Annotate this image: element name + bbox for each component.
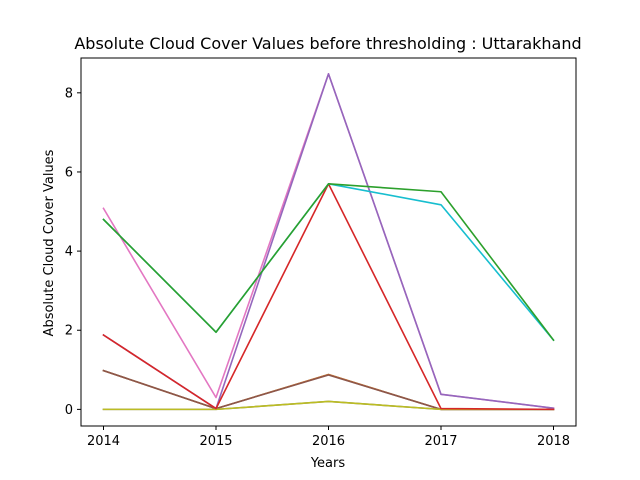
y-tick-label: 2 [65,324,73,339]
x-tick-label: 2015 [199,434,232,449]
series-layer [102,73,555,411]
x-tick-label: 2018 [537,434,570,449]
x-tick-label: 2014 [87,434,120,449]
plot-frame [80,57,577,427]
x-tick-label: 2016 [312,434,345,449]
x-tick-label: 2017 [424,434,457,449]
y-axis-ticks: 0 2 4 6 8 [65,86,81,418]
chart-title: Absolute Cloud Cover Values before thres… [74,34,581,53]
y-tick-label: 0 [65,403,73,418]
series-line-10 [102,183,555,342]
x-axis-label: Years [310,456,346,471]
y-tick-label: 8 [65,86,73,101]
y-axis-label: Absolute Cloud Cover Values [42,149,57,336]
x-axis-ticks: 2014 2015 2016 2017 2018 [87,426,570,449]
y-tick-label: 4 [65,245,73,260]
y-tick-label: 6 [65,165,73,180]
